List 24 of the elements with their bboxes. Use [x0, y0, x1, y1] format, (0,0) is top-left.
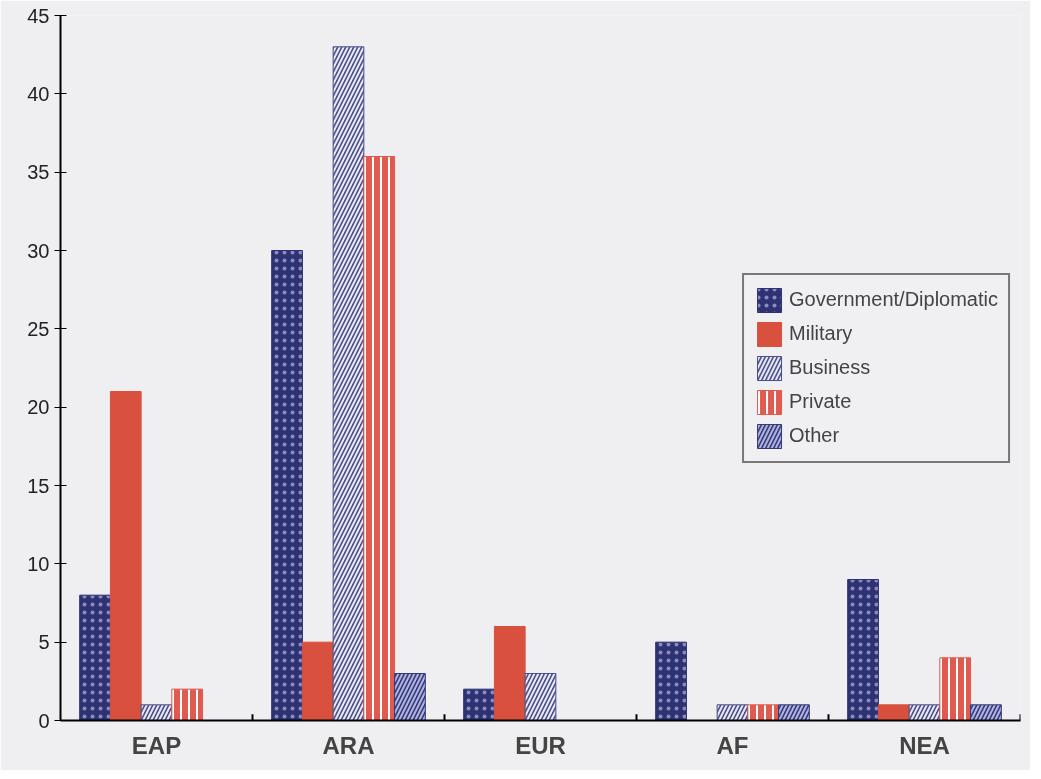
y-tick-label: 0 — [38, 709, 50, 732]
y-tick-label: 25 — [27, 317, 50, 340]
bar — [493, 626, 526, 721]
legend-label: Government/Diplomatic — [789, 288, 998, 311]
x-tick-label: AF — [716, 731, 749, 759]
y-tick-label: 30 — [27, 239, 50, 262]
y-tick-label: 40 — [27, 82, 50, 105]
y-tick-label: 45 — [27, 4, 50, 27]
legend-label: Business — [789, 356, 871, 379]
bar — [877, 704, 910, 721]
y-tick-label: 5 — [38, 631, 50, 654]
x-tick-label: EUR — [515, 731, 566, 759]
bar — [109, 391, 142, 721]
x-tick-label: NEA — [899, 731, 950, 759]
x-tick-label: ARA — [322, 731, 375, 759]
bar — [301, 641, 334, 721]
y-tick-label: 35 — [27, 161, 50, 184]
y-tick-label: 10 — [27, 552, 50, 575]
y-tick-label: 20 — [27, 396, 50, 419]
legend-label: Other — [789, 424, 840, 447]
legend-label: Private — [789, 390, 852, 413]
y-tick-label: 15 — [27, 474, 50, 497]
x-tick-label: EAP — [131, 731, 182, 759]
legend-label: Military — [789, 322, 853, 345]
